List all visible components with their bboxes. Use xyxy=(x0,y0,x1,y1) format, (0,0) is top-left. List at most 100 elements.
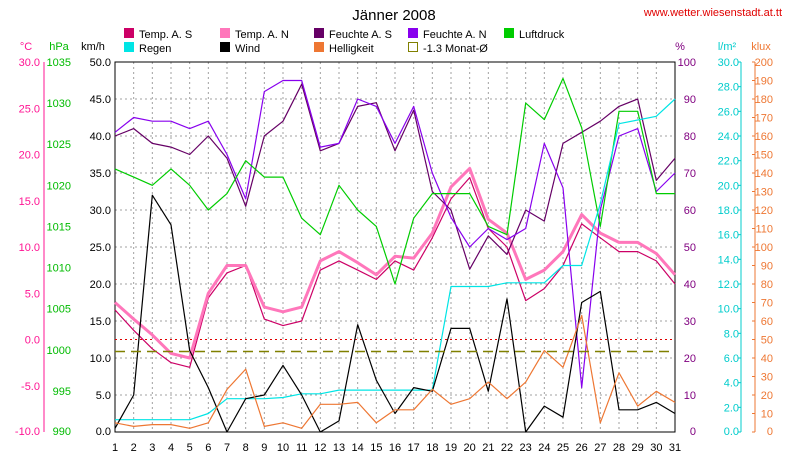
x-tick-label: 14 xyxy=(352,442,364,454)
tick-label-press: 995 xyxy=(53,386,71,398)
tick-label-hum: 80 xyxy=(684,131,696,143)
tick-label-lux: 90 xyxy=(761,261,773,273)
legend-item-regen: Regen xyxy=(124,42,171,55)
tick-label-press: 990 xyxy=(53,426,71,438)
tick-label-press: 1000 xyxy=(47,345,71,357)
plot-frame xyxy=(114,61,676,433)
tick-label-temp: 0.0 xyxy=(25,335,40,347)
series-line-luftdruck xyxy=(114,77,675,285)
axes: -10.0-5.00.05.010.015.020.025.030.099099… xyxy=(15,57,773,454)
legend-label: Luftdruck xyxy=(519,29,565,41)
legend: Temp. A. S Temp. A. N Feuchte A. S Feuchte … xyxy=(124,28,565,55)
series-line-temp-a-n xyxy=(114,166,677,360)
tick-label-lux: 40 xyxy=(761,353,773,365)
tick-label-press: 1010 xyxy=(47,263,71,275)
axis-unit-wind: km/h xyxy=(81,41,105,53)
x-tick-label: 2 xyxy=(131,442,137,454)
tick-label-lux: 30 xyxy=(761,372,773,384)
tick-label-wind: 10.0 xyxy=(90,353,111,365)
tick-label-temp: 20.0 xyxy=(19,150,40,162)
axis-units: °C hPa km/h% l/m² klux xyxy=(20,41,771,53)
tick-label-wind: 40.0 xyxy=(90,131,111,143)
tick-label-hum: 40 xyxy=(684,279,696,291)
axis-unit-temp: °C xyxy=(20,41,32,53)
plot-area xyxy=(114,61,677,433)
tick-label-lux: 10 xyxy=(761,409,773,421)
tick-label-wind: 30.0 xyxy=(90,205,111,217)
axis-unit-press: hPa xyxy=(49,41,69,53)
tick-label-lux: 180 xyxy=(755,94,773,106)
legend-swatch xyxy=(504,28,514,38)
tick-label-hum: 20 xyxy=(684,353,696,365)
series-line-wind xyxy=(114,194,676,433)
legend-label: Wind xyxy=(235,43,260,55)
tick-label-press: 1025 xyxy=(47,139,71,151)
x-tick-label: 25 xyxy=(557,442,569,454)
x-tick-label: 19 xyxy=(445,442,457,454)
tick-label-wind: 15.0 xyxy=(90,316,111,328)
x-tick-label: 21 xyxy=(482,442,494,454)
tick-label-temp: 5.0 xyxy=(25,288,40,300)
x-tick-label: 28 xyxy=(613,442,625,454)
legend-swatch xyxy=(220,42,230,52)
tick-label-rain: 10.0 xyxy=(718,304,739,316)
x-tick-label: 27 xyxy=(594,442,606,454)
x-tick-label: 3 xyxy=(149,442,155,454)
tick-label-lux: 20 xyxy=(761,390,773,402)
tick-label-wind: 20.0 xyxy=(90,279,111,291)
legend-item-feuchte-a-s: Feuchte A. S xyxy=(314,28,392,41)
x-tick-label: 11 xyxy=(296,442,307,454)
tick-label-rain: 24.0 xyxy=(718,131,739,143)
legend-label: Temp. A. S xyxy=(139,29,192,41)
legend-item-wind: Wind xyxy=(220,42,260,55)
x-tick-label: 31 xyxy=(669,442,681,454)
tick-label-rain: 26.0 xyxy=(718,106,739,118)
x-tick-label: 5 xyxy=(187,442,193,454)
tick-label-rain: 28.0 xyxy=(718,82,739,94)
tick-label-temp: 10.0 xyxy=(19,242,40,254)
legend-swatch xyxy=(220,28,230,38)
x-tick-label: 8 xyxy=(243,442,249,454)
legend-swatch xyxy=(408,42,418,52)
x-tick-label: 1 xyxy=(112,442,118,454)
x-tick-label: 15 xyxy=(370,442,382,454)
chart-title: Jänner 2008 xyxy=(352,7,435,24)
axis-unit-lux: klux xyxy=(751,41,771,53)
tick-label-rain: 2.0 xyxy=(724,402,739,414)
legend-swatch xyxy=(124,42,134,52)
tick-label-hum: 70 xyxy=(684,168,696,180)
legend-label: Helligkeit xyxy=(329,43,374,55)
tick-label-temp: 25.0 xyxy=(19,103,40,115)
tick-label-hum: 10 xyxy=(684,390,696,402)
tick-label-rain: 8.0 xyxy=(724,328,739,340)
tick-label-lux: 140 xyxy=(755,168,773,180)
tick-label-press: 1035 xyxy=(47,57,71,69)
x-tick-label: 9 xyxy=(261,442,267,454)
tick-label-lux: 70 xyxy=(761,298,773,310)
tick-label-rain: 22.0 xyxy=(718,156,739,168)
x-tick-label: 10 xyxy=(277,442,289,454)
tick-label-lux: 50 xyxy=(761,335,773,347)
tick-label-press: 1015 xyxy=(47,221,71,233)
tick-label-lux: 150 xyxy=(755,150,773,162)
series-line-feuchte-a-n xyxy=(114,79,676,389)
tick-label-hum: 100 xyxy=(678,57,696,69)
legend-label: Feuchte A. S xyxy=(329,29,392,41)
tick-label-wind: 25.0 xyxy=(90,242,111,254)
tick-label-rain: 16.0 xyxy=(718,230,739,242)
x-tick-label: 26 xyxy=(576,442,588,454)
tick-label-lux: 80 xyxy=(761,279,773,291)
x-tick-label: 18 xyxy=(426,442,438,454)
tick-label-rain: 30.0 xyxy=(718,57,739,69)
x-tick-label: 29 xyxy=(632,442,644,454)
series-line-helligkeit xyxy=(114,314,676,429)
tick-label-press: 1020 xyxy=(47,180,71,192)
legend-label: -1.3 Monat-Ø xyxy=(423,43,488,55)
tick-label-rain: 18.0 xyxy=(718,205,739,217)
x-tick-label: 23 xyxy=(520,442,532,454)
tick-label-hum: 90 xyxy=(684,94,696,106)
x-tick-label: 6 xyxy=(205,442,211,454)
tick-label-temp: 30.0 xyxy=(19,57,40,69)
x-tick-label: 22 xyxy=(501,442,513,454)
